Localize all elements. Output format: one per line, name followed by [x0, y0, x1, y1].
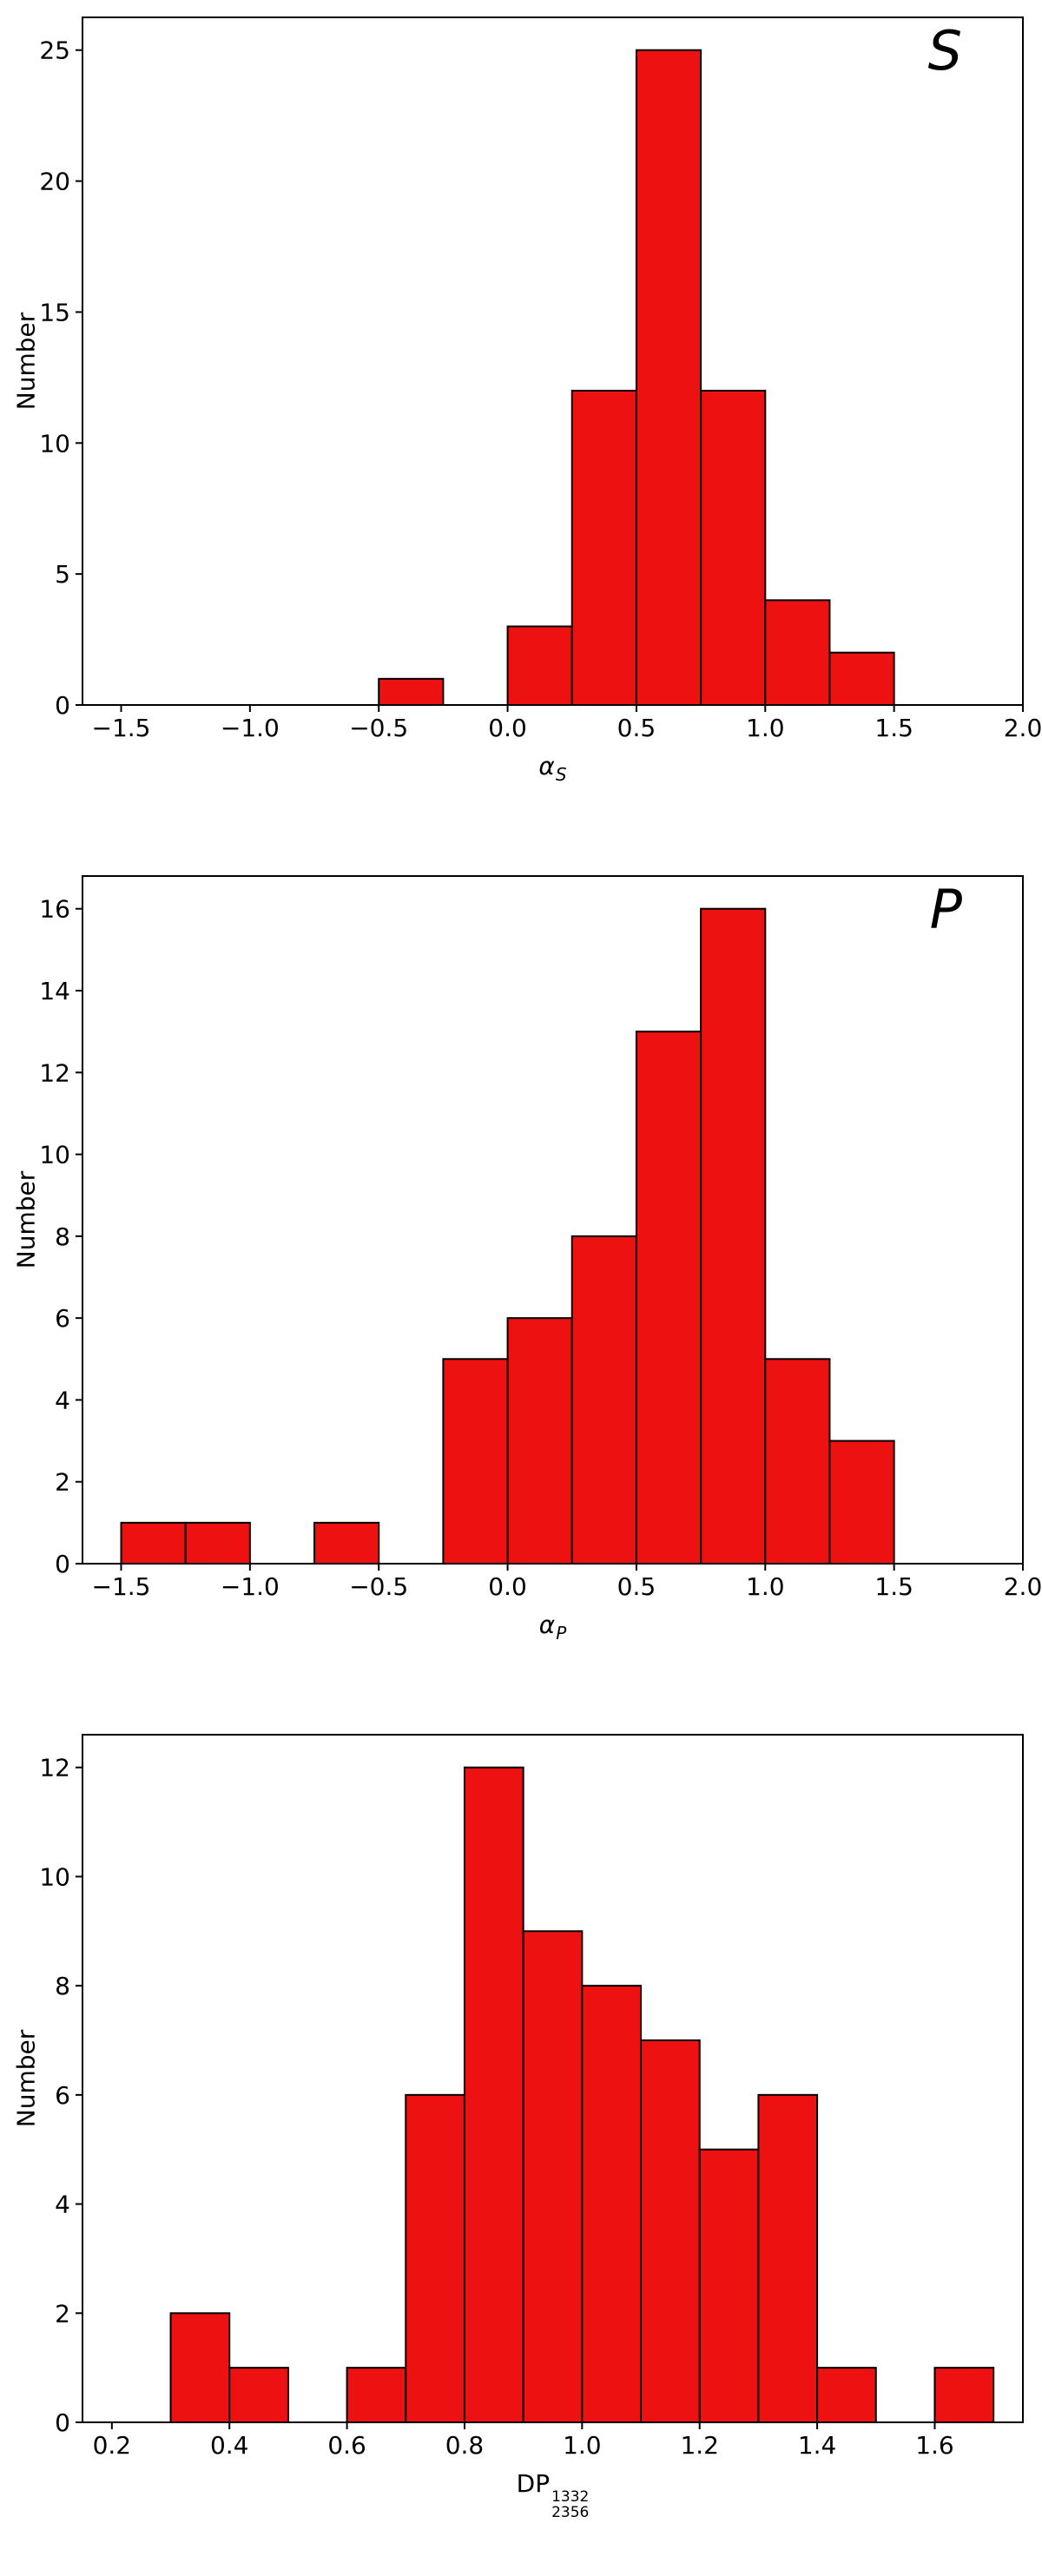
histogram-bar — [828, 1440, 895, 1565]
y-tick-label: 0 — [55, 2408, 70, 2437]
y-tick-label: 15 — [39, 298, 70, 326]
histogram-bar — [764, 599, 831, 706]
x-tick-label: −1.5 — [92, 714, 151, 742]
histogram-bar — [816, 2367, 877, 2424]
x-tick-label: 0.8 — [445, 2431, 485, 2460]
histogram-bar — [506, 625, 573, 706]
y-axis-label: Number — [11, 312, 41, 411]
x-axis-label: αS — [82, 752, 1023, 785]
histogram-bar — [757, 2093, 819, 2423]
x-axis-label-scripts: 1332 2356 — [551, 2488, 590, 2522]
x-axis-label-base: α — [538, 1611, 556, 1639]
histogram-bar — [506, 1317, 573, 1565]
y-tick-label: 10 — [39, 429, 70, 458]
histogram-bar — [442, 1358, 509, 1565]
x-tick-label: 0.6 — [327, 2431, 366, 2460]
histogram-bar — [313, 1521, 380, 1565]
x-tick-label: −1.0 — [221, 714, 280, 742]
histogram-bar — [933, 2367, 995, 2424]
y-tick-label: 4 — [55, 1386, 70, 1414]
x-axis-label-base: α — [538, 752, 555, 781]
plot-border — [82, 16, 1024, 706]
y-axis-label: Number — [11, 2029, 41, 2128]
y-tick-label: 2 — [55, 1468, 70, 1497]
histogram-panel-s: −1.5 −1.0 −0.5 0.0 0.5 1.0 1.5 2.0 0 5 10 15 20 25 Nu… — [0, 0, 1042, 859]
histogram-bar — [522, 1930, 584, 2424]
histogram-plot-p: −1.5 −1.0 −0.5 0.0 0.5 1.0 1.5 2.0 0 2 4 6 8 10 12 14 16 — [39, 875, 1042, 1601]
histogram-bar — [405, 2093, 465, 2423]
histogram-bar — [184, 1521, 251, 1565]
x-tick-label: 0.5 — [617, 714, 656, 742]
histogram-bar — [581, 1985, 643, 2423]
y-tick-label: 4 — [55, 2191, 70, 2219]
y-tick-label: 2 — [55, 2299, 70, 2328]
x-tick-label: 1.0 — [746, 1572, 785, 1601]
y-tick-label: 12 — [39, 1754, 70, 1782]
histogram-bar — [764, 1358, 831, 1565]
y-tick-label: 12 — [39, 1058, 70, 1087]
x-tick-label: 0.5 — [617, 1572, 656, 1601]
y-tick-label: 10 — [39, 1862, 70, 1891]
x-tick-label: 0.2 — [93, 2431, 132, 2460]
x-axis-label-base: DP — [516, 2469, 551, 2498]
histogram-plot-s: −1.5 −1.0 −0.5 0.0 0.5 1.0 1.5 2.0 0 5 10 15 20 25 — [39, 16, 1042, 742]
y-tick-label: 6 — [55, 2081, 70, 2110]
x-tick-label: 1.5 — [874, 1572, 913, 1601]
x-tick-label: 1.4 — [798, 2431, 837, 2460]
y-tick-label: 8 — [55, 1972, 70, 2000]
histogram-bar — [698, 2148, 760, 2423]
y-axis-label: Number — [11, 1170, 41, 1269]
histogram-bar — [346, 2367, 407, 2424]
histogram-bar — [570, 1235, 637, 1565]
x-tick-label: −0.5 — [349, 714, 408, 742]
histogram-panel-dp: 0.2 0.4 0.6 0.8 1.0 1.2 1.4 1.6 0 2 4 6 8 10 12 Number… — [0, 1717, 1042, 2576]
histogram-bar — [640, 2039, 701, 2423]
panel-label: S — [927, 19, 962, 82]
x-tick-label: 1.5 — [874, 714, 913, 742]
x-tick-label: 0.0 — [488, 714, 527, 742]
y-tick-label: 16 — [39, 895, 70, 924]
histogram-bar — [120, 1521, 187, 1565]
x-axis-label-subscript: S — [555, 764, 567, 785]
x-tick-label: 1.6 — [915, 2431, 954, 2460]
x-tick-label: 0.0 — [488, 1572, 527, 1601]
histogram-bar — [228, 2367, 289, 2424]
histogram-bar — [378, 677, 445, 707]
y-tick-label: 0 — [55, 1550, 70, 1578]
histogram-plot-dp: 0.2 0.4 0.6 0.8 1.0 1.2 1.4 1.6 0 2 4 6 8 10 12 — [39, 1734, 1024, 2460]
y-tick-label: 5 — [55, 560, 70, 589]
y-tick-label: 25 — [39, 36, 70, 65]
histogram-bar — [570, 389, 637, 706]
histogram-bar — [463, 1766, 524, 2423]
x-tick-label: 1.2 — [680, 2431, 719, 2460]
panel-label: P — [929, 878, 962, 941]
x-tick-label: 1.0 — [563, 2431, 602, 2460]
histogram-panel-p: −1.5 −1.0 −0.5 0.0 0.5 1.0 1.5 2.0 0 2 4 6 8 10 12 14 16… — [0, 859, 1042, 1717]
x-tick-label: 2.0 — [1004, 714, 1042, 742]
x-axis-label: DP 1332 2356 — [82, 2469, 1023, 2521]
x-tick-label: −0.5 — [349, 1572, 408, 1601]
x-axis-label: αP — [82, 1611, 1023, 1644]
x-tick-label: 2.0 — [1004, 1572, 1042, 1601]
y-tick-label: 20 — [39, 168, 70, 196]
x-tick-label: −1.0 — [221, 1572, 280, 1601]
histogram-bar — [700, 389, 767, 706]
plot-border — [82, 1734, 1024, 2423]
histogram-bar — [169, 2312, 231, 2423]
histogram-bar — [635, 49, 702, 706]
x-tick-label: 1.0 — [746, 714, 785, 742]
y-tick-label: 8 — [55, 1222, 70, 1251]
x-tick-label: 0.4 — [210, 2431, 249, 2460]
y-tick-label: 0 — [55, 691, 70, 720]
y-tick-label: 6 — [55, 1304, 70, 1333]
y-tick-label: 14 — [39, 977, 70, 1005]
x-axis-label-subscript: P — [556, 1623, 567, 1644]
histogram-bar — [700, 907, 767, 1565]
histogram-bar — [635, 1031, 702, 1565]
y-tick-label: 10 — [39, 1141, 70, 1169]
plot-border — [82, 875, 1024, 1565]
x-tick-label: −1.5 — [92, 1572, 151, 1601]
histogram-bar — [828, 651, 895, 706]
